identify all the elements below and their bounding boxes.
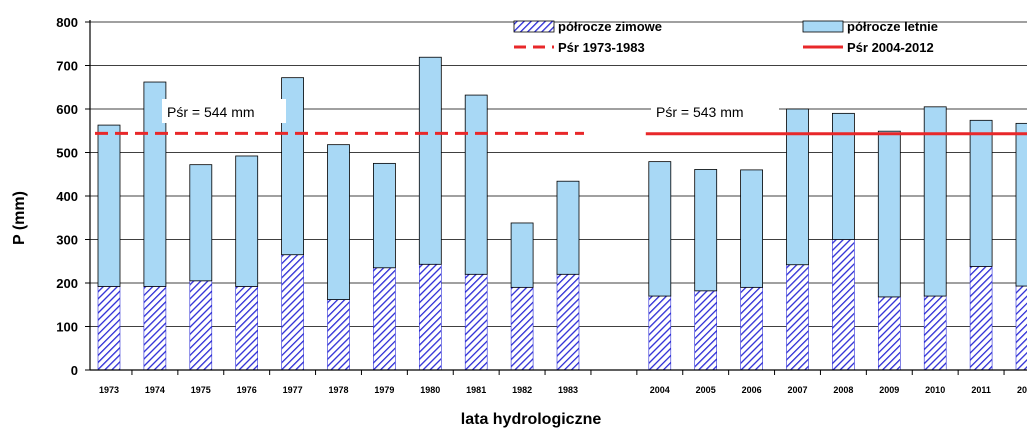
legend-swatch-summer: [802, 20, 844, 33]
legend-label-summer: półrocze letnie: [847, 19, 938, 34]
y-tick-label: 600: [56, 102, 78, 117]
bar-winter-1976: [235, 286, 258, 371]
annotation-mean-2004-2012: Pśr = 543 mm: [656, 104, 744, 120]
x-tick-label: 1976: [237, 385, 257, 395]
bar-winter-2011: [969, 266, 993, 371]
x-tick-label: 1978: [328, 385, 348, 395]
annotation-box-2: [651, 99, 779, 123]
y-axis-title: P (mm): [11, 191, 28, 245]
bar-summer-1976: [235, 155, 259, 287]
x-tick-label: 1981: [466, 385, 486, 395]
bar-winter-2009: [877, 296, 901, 371]
bar-winter-2012: [1015, 285, 1027, 371]
bar-summer-1977: [281, 77, 305, 256]
legend-label-mean-2004-2012: Pśr 2004-2012: [847, 40, 934, 55]
legend-label-winter: półrocze zimowe: [558, 19, 662, 34]
bar-summer-2011: [969, 119, 993, 267]
y-tick-label: 400: [56, 189, 78, 204]
bar-summer-1981: [464, 94, 488, 275]
bar-winter-2004: [648, 295, 672, 371]
bar-winter-1980: [418, 263, 442, 371]
x-tick-label: 2010: [925, 385, 945, 395]
axes: [89, 20, 1027, 375]
x-tick-label: 1974: [145, 385, 165, 395]
annotation-mean-1973-1983: Pśr = 544 mm: [167, 104, 255, 120]
bar-winter-1973: [97, 286, 121, 371]
x-tick-label: 2007: [787, 385, 807, 395]
y-tick-label: 700: [56, 59, 78, 74]
bar-winter-2008: [832, 239, 855, 371]
x-tick-label: 1982: [512, 385, 532, 395]
y-tick-label: 0: [71, 363, 78, 378]
bar-winter-2007: [786, 264, 809, 371]
annotations: Pśr = 544 mm Pśr = 543 mm: [162, 99, 779, 123]
bar-summer-1978: [327, 144, 350, 300]
annotation-box-1: [162, 99, 286, 123]
bar-summer-1982: [510, 222, 534, 288]
bar-summer-2010: [923, 106, 947, 297]
bar-summer-2004: [648, 161, 672, 297]
x-tick-label: 1975: [191, 385, 211, 395]
bar-winter-2005: [694, 290, 718, 371]
bar-summer-2005: [694, 169, 718, 292]
y-tick-label: 500: [56, 146, 78, 161]
x-tick-label: 2005: [696, 385, 716, 395]
bar-winter-1975: [189, 280, 213, 371]
bar-summer-2008: [832, 112, 855, 240]
bar-summer-1973: [97, 124, 121, 287]
x-tick-label: 2012: [1017, 385, 1027, 395]
x-tick-label: 2011: [971, 385, 991, 395]
axis-labels: 0 100 200 300 400 500 600 700 800 1973 1974 1975 197…: [56, 15, 1027, 395]
x-tick-label: 1977: [283, 385, 303, 395]
y-tick-label: 200: [56, 276, 78, 291]
x-tick-label: 2009: [879, 385, 899, 395]
x-tick-label: 1980: [420, 385, 440, 395]
y-tick-label: 300: [56, 233, 78, 248]
legend: półrocze zimowe półrocze letnie Pśr 1973…: [513, 19, 938, 55]
y-tick-label: 100: [56, 320, 78, 335]
x-tick-label: 1979: [374, 385, 394, 395]
bar-winter-2010: [923, 295, 947, 371]
bar-winter-2006: [740, 287, 763, 371]
bar-winter-1983: [556, 273, 580, 371]
bar-summer-2012: [1015, 122, 1027, 287]
x-tick-label: 1983: [558, 385, 578, 395]
x-tick-label: 2006: [742, 385, 762, 395]
bar-winter-1979: [373, 267, 396, 371]
bar-summer-1975: [189, 164, 213, 282]
x-tick-label: 2008: [833, 385, 853, 395]
bar-winter-1982: [510, 287, 534, 371]
bar-winter-1978: [327, 299, 350, 371]
bar-summer-1979: [372, 162, 396, 269]
bar-winter-1977: [281, 254, 304, 371]
bar-summer-1980: [418, 56, 442, 265]
bar-winter-1974: [143, 286, 167, 371]
bar-summer-2009: [877, 130, 901, 298]
legend-swatch-winter: [513, 20, 555, 33]
bar-summer-2007: [786, 108, 809, 266]
bar-summer-2006: [740, 169, 763, 288]
bars: [97, 56, 1027, 371]
bar-winter-1981: [464, 273, 488, 371]
bar-summer-1983: [556, 180, 580, 275]
x-axis-title: lata hydrologiczne: [461, 411, 602, 428]
x-tick-label: 2004: [650, 385, 670, 395]
y-tick-label: 800: [56, 15, 78, 30]
x-tick-label: 1973: [99, 385, 119, 395]
legend-label-mean-1973-1983: Pśr 1973-1983: [558, 40, 645, 55]
